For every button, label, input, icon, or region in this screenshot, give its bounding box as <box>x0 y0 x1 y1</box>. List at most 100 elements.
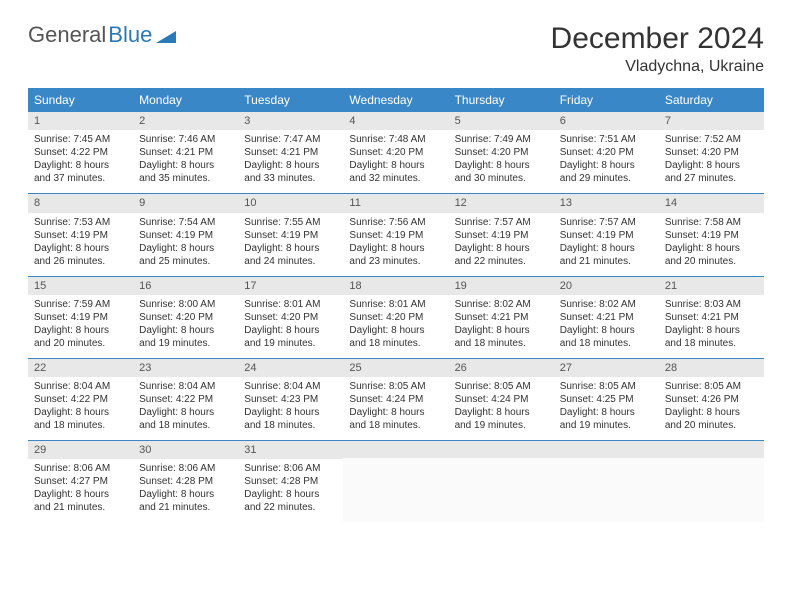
calendar-day: 11Sunrise: 7:56 AMSunset: 4:19 PMDayligh… <box>343 194 448 275</box>
logo-triangle-icon <box>156 27 176 43</box>
calendar-day: 21Sunrise: 8:03 AMSunset: 4:21 PMDayligh… <box>659 277 764 358</box>
day-details: Sunrise: 8:06 AMSunset: 4:28 PMDaylight:… <box>238 459 343 522</box>
logo-text-blue: Blue <box>108 22 152 48</box>
daylight-line: Daylight: 8 hours and 19 minutes. <box>455 406 548 432</box>
day-number: 24 <box>238 359 343 377</box>
day-details: Sunrise: 8:02 AMSunset: 4:21 PMDaylight:… <box>449 295 554 358</box>
sunrise-line: Sunrise: 8:05 AM <box>665 380 758 393</box>
daylight-line: Daylight: 8 hours and 19 minutes. <box>244 324 337 350</box>
sunrise-line: Sunrise: 8:02 AM <box>455 298 548 311</box>
calendar-day: 7Sunrise: 7:52 AMSunset: 4:20 PMDaylight… <box>659 112 764 193</box>
daylight-line: Daylight: 8 hours and 18 minutes. <box>665 324 758 350</box>
daylight-line: Daylight: 8 hours and 23 minutes. <box>349 242 442 268</box>
calendar-day: 23Sunrise: 8:04 AMSunset: 4:22 PMDayligh… <box>133 359 238 440</box>
sunrise-line: Sunrise: 8:01 AM <box>349 298 442 311</box>
calendar-day: 22Sunrise: 8:04 AMSunset: 4:22 PMDayligh… <box>28 359 133 440</box>
sunset-line: Sunset: 4:19 PM <box>244 229 337 242</box>
sunrise-line: Sunrise: 7:54 AM <box>139 216 232 229</box>
sunset-line: Sunset: 4:21 PM <box>455 311 548 324</box>
sunrise-line: Sunrise: 7:49 AM <box>455 133 548 146</box>
daylight-line: Daylight: 8 hours and 21 minutes. <box>34 488 127 514</box>
month-title: December 2024 <box>551 22 764 56</box>
daylight-line: Daylight: 8 hours and 21 minutes. <box>139 488 232 514</box>
page-header: GeneralBlue December 2024 Vladychna, Ukr… <box>28 22 764 76</box>
calendar-day: 29Sunrise: 8:06 AMSunset: 4:27 PMDayligh… <box>28 441 133 522</box>
calendar-day: 15Sunrise: 7:59 AMSunset: 4:19 PMDayligh… <box>28 277 133 358</box>
logo: GeneralBlue <box>28 22 176 48</box>
sunset-line: Sunset: 4:20 PM <box>665 146 758 159</box>
calendar-day: 2Sunrise: 7:46 AMSunset: 4:21 PMDaylight… <box>133 112 238 193</box>
sunset-line: Sunset: 4:20 PM <box>139 311 232 324</box>
calendar-day: 13Sunrise: 7:57 AMSunset: 4:19 PMDayligh… <box>554 194 659 275</box>
calendar-day: 25Sunrise: 8:05 AMSunset: 4:24 PMDayligh… <box>343 359 448 440</box>
day-details: Sunrise: 7:59 AMSunset: 4:19 PMDaylight:… <box>28 295 133 358</box>
calendar-day: 30Sunrise: 8:06 AMSunset: 4:28 PMDayligh… <box>133 441 238 522</box>
day-number: 12 <box>449 194 554 212</box>
daylight-line: Daylight: 8 hours and 22 minutes. <box>455 242 548 268</box>
calendar-day: 28Sunrise: 8:05 AMSunset: 4:26 PMDayligh… <box>659 359 764 440</box>
calendar-day: 8Sunrise: 7:53 AMSunset: 4:19 PMDaylight… <box>28 194 133 275</box>
day-details: Sunrise: 7:58 AMSunset: 4:19 PMDaylight:… <box>659 213 764 276</box>
sunset-line: Sunset: 4:25 PM <box>560 393 653 406</box>
sunrise-line: Sunrise: 7:45 AM <box>34 133 127 146</box>
calendar-day: 20Sunrise: 8:02 AMSunset: 4:21 PMDayligh… <box>554 277 659 358</box>
day-details: Sunrise: 8:00 AMSunset: 4:20 PMDaylight:… <box>133 295 238 358</box>
day-details: Sunrise: 8:01 AMSunset: 4:20 PMDaylight:… <box>343 295 448 358</box>
sunrise-line: Sunrise: 7:46 AM <box>139 133 232 146</box>
sunrise-line: Sunrise: 8:06 AM <box>139 462 232 475</box>
day-details: Sunrise: 8:05 AMSunset: 4:25 PMDaylight:… <box>554 377 659 440</box>
day-details: Sunrise: 7:51 AMSunset: 4:20 PMDaylight:… <box>554 130 659 193</box>
calendar-day: 1Sunrise: 7:45 AMSunset: 4:22 PMDaylight… <box>28 112 133 193</box>
calendar-day: 19Sunrise: 8:02 AMSunset: 4:21 PMDayligh… <box>449 277 554 358</box>
sunrise-line: Sunrise: 8:04 AM <box>34 380 127 393</box>
calendar-day: 14Sunrise: 7:58 AMSunset: 4:19 PMDayligh… <box>659 194 764 275</box>
sunrise-line: Sunrise: 8:04 AM <box>139 380 232 393</box>
day-number: 28 <box>659 359 764 377</box>
calendar-empty-cell <box>449 441 554 522</box>
calendar-week: 22Sunrise: 8:04 AMSunset: 4:22 PMDayligh… <box>28 359 764 441</box>
sunrise-line: Sunrise: 7:53 AM <box>34 216 127 229</box>
calendar-empty-cell <box>554 441 659 522</box>
daylight-line: Daylight: 8 hours and 35 minutes. <box>139 159 232 185</box>
daylight-line: Daylight: 8 hours and 37 minutes. <box>34 159 127 185</box>
day-header: Thursday <box>449 88 554 112</box>
day-number: 18 <box>343 277 448 295</box>
daylight-line: Daylight: 8 hours and 18 minutes. <box>349 324 442 350</box>
day-number: 25 <box>343 359 448 377</box>
logo-text-grey: General <box>28 22 106 48</box>
daylight-line: Daylight: 8 hours and 27 minutes. <box>665 159 758 185</box>
calendar-week: 1Sunrise: 7:45 AMSunset: 4:22 PMDaylight… <box>28 112 764 194</box>
day-number: 27 <box>554 359 659 377</box>
day-header: Tuesday <box>238 88 343 112</box>
day-header: Saturday <box>659 88 764 112</box>
sunset-line: Sunset: 4:21 PM <box>560 311 653 324</box>
day-details: Sunrise: 7:46 AMSunset: 4:21 PMDaylight:… <box>133 130 238 193</box>
day-header: Monday <box>133 88 238 112</box>
sunrise-line: Sunrise: 8:01 AM <box>244 298 337 311</box>
daylight-line: Daylight: 8 hours and 19 minutes. <box>560 406 653 432</box>
day-details: Sunrise: 8:04 AMSunset: 4:23 PMDaylight:… <box>238 377 343 440</box>
sunset-line: Sunset: 4:19 PM <box>560 229 653 242</box>
daylight-line: Daylight: 8 hours and 25 minutes. <box>139 242 232 268</box>
sunrise-line: Sunrise: 8:06 AM <box>244 462 337 475</box>
day-number: 31 <box>238 441 343 459</box>
sunset-line: Sunset: 4:28 PM <box>244 475 337 488</box>
day-details: Sunrise: 7:52 AMSunset: 4:20 PMDaylight:… <box>659 130 764 193</box>
calendar-day: 12Sunrise: 7:57 AMSunset: 4:19 PMDayligh… <box>449 194 554 275</box>
day-headers: SundayMondayTuesdayWednesdayThursdayFrid… <box>28 88 764 112</box>
day-number: 13 <box>554 194 659 212</box>
day-header: Friday <box>554 88 659 112</box>
daylight-line: Daylight: 8 hours and 24 minutes. <box>244 242 337 268</box>
sunset-line: Sunset: 4:21 PM <box>244 146 337 159</box>
calendar-day: 26Sunrise: 8:05 AMSunset: 4:24 PMDayligh… <box>449 359 554 440</box>
daylight-line: Daylight: 8 hours and 18 minutes. <box>455 324 548 350</box>
sunset-line: Sunset: 4:20 PM <box>349 311 442 324</box>
calendar-day: 5Sunrise: 7:49 AMSunset: 4:20 PMDaylight… <box>449 112 554 193</box>
day-header: Sunday <box>28 88 133 112</box>
day-number: 16 <box>133 277 238 295</box>
sunset-line: Sunset: 4:24 PM <box>349 393 442 406</box>
day-number: 23 <box>133 359 238 377</box>
daylight-line: Daylight: 8 hours and 26 minutes. <box>34 242 127 268</box>
day-details: Sunrise: 8:05 AMSunset: 4:24 PMDaylight:… <box>449 377 554 440</box>
calendar-day: 31Sunrise: 8:06 AMSunset: 4:28 PMDayligh… <box>238 441 343 522</box>
